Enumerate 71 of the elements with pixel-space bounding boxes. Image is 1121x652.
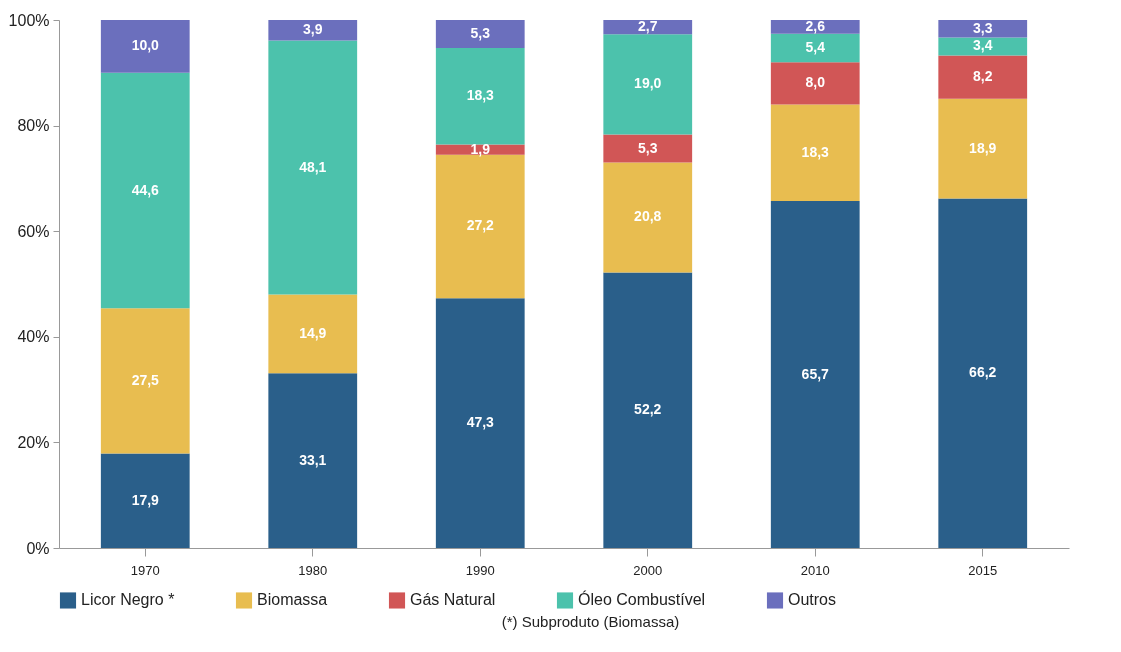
bar [100, 20, 190, 73]
y-tick-label: 0% [26, 539, 50, 557]
x-tick-label: 1970 [130, 562, 160, 578]
data-label: 5,3 [470, 24, 491, 41]
data-label: 17,9 [131, 491, 160, 508]
data-label: 18,3 [801, 143, 830, 160]
bar [100, 308, 190, 454]
bar [938, 55, 1028, 99]
x-tick-label: 2010 [800, 562, 830, 578]
data-label: 5,3 [638, 139, 658, 156]
bar [268, 373, 358, 548]
y-tick-label: 100% [8, 11, 50, 29]
data-label: 8,0 [805, 74, 826, 91]
data-label: 3,4 [973, 37, 993, 54]
bar [435, 47, 525, 145]
y-tick-label: 20% [17, 433, 50, 451]
bar [938, 20, 1028, 38]
data-label: 3,3 [973, 19, 993, 36]
bar [770, 62, 860, 105]
bar [100, 453, 190, 548]
y-tick-label: 40% [17, 328, 50, 346]
legend-label: Licor Negro * [81, 591, 175, 609]
data-label: 66,2 [969, 364, 997, 381]
bar [100, 72, 190, 309]
bar [603, 272, 693, 548]
data-label: 33,1 [299, 451, 327, 468]
x-tick-label: 2000 [633, 562, 663, 578]
text: (*) Subproduto (Biomassa) [500, 613, 681, 630]
legend-label: Outros [788, 591, 837, 609]
data-label: 20,8 [634, 208, 662, 225]
bar [435, 298, 525, 548]
data-label: 2,7 [638, 18, 658, 35]
data-label: 5,4 [805, 38, 826, 55]
data-label: 10,0 [131, 37, 160, 54]
data-label: 47,3 [466, 414, 495, 431]
x-tick-label: 1990 [465, 562, 495, 578]
bar [770, 201, 860, 548]
x-tick-label: 2015 [968, 562, 998, 578]
data-label: 18,3 [466, 87, 495, 104]
bar [435, 20, 525, 48]
bar [938, 198, 1028, 548]
data-label: 18,9 [969, 139, 997, 156]
bar [603, 34, 693, 135]
data-label: 52,2 [634, 401, 662, 418]
bar [770, 20, 860, 34]
data-label: 27,2 [466, 217, 495, 234]
data-label: 65,7 [801, 365, 830, 382]
data-label: 8,2 [973, 68, 993, 85]
data-label: 2,6 [805, 17, 826, 34]
legend-label: Gás Natural [410, 591, 496, 609]
data-label: 3,9 [303, 21, 323, 38]
bar [770, 104, 860, 202]
data-label: 14,9 [299, 324, 327, 341]
bar [603, 162, 693, 273]
data-label: 48,1 [299, 158, 327, 175]
bar [938, 37, 1028, 56]
data-label: 44,6 [131, 181, 160, 198]
y-tick-label: 60% [17, 222, 50, 240]
bar [268, 40, 358, 295]
bar [268, 294, 358, 374]
bar [770, 33, 860, 63]
x-tick-label: 1980 [298, 562, 328, 578]
bar [603, 134, 693, 163]
data-label: 19,0 [634, 75, 662, 92]
legend-label: Óleo Combustível [578, 590, 706, 609]
bar [268, 20, 358, 41]
legend-label: Biomassa [257, 591, 328, 609]
bar [938, 98, 1028, 199]
data-label: 1,9 [470, 140, 491, 157]
data-label: 27,5 [131, 371, 160, 388]
y-tick-label: 80% [17, 117, 50, 135]
